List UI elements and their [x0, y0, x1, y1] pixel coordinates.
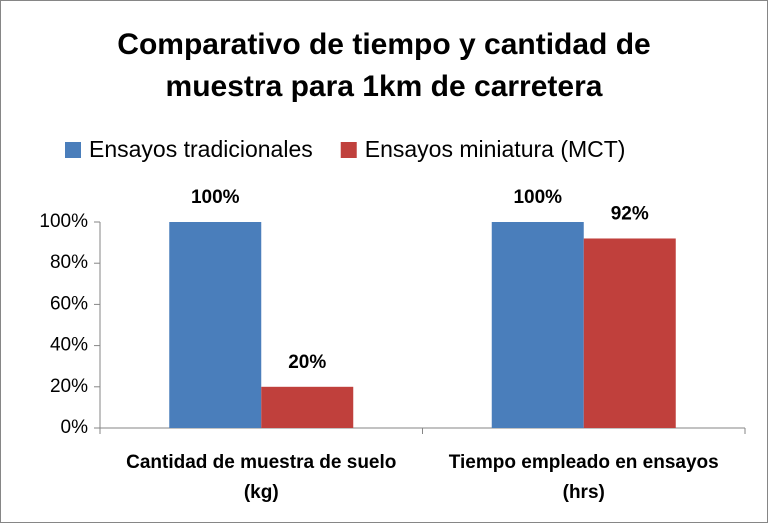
chart-title: Comparativo de tiempo y cantidad de mues… — [117, 28, 651, 103]
legend-label: Ensayos miniatura (MCT) — [365, 136, 626, 162]
value-label: 100% — [191, 187, 240, 208]
value-label: 20% — [288, 352, 326, 373]
legend-swatch — [340, 142, 357, 158]
y-tick-label: 40% — [50, 335, 88, 356]
bar — [261, 386, 354, 428]
y-tick-label: 60% — [50, 293, 88, 314]
value-label: 100% — [513, 187, 562, 208]
value-label: 92% — [611, 203, 649, 224]
x-tick-label: Tiempo empleado en ensayos (hrs) — [448, 452, 719, 503]
y-tick-label: 80% — [50, 252, 88, 273]
y-tick-label: 20% — [50, 376, 88, 397]
legend-swatch — [65, 142, 81, 158]
bar — [169, 222, 262, 428]
bar — [583, 238, 676, 428]
x-tick-label: Cantidad de muestra de suelo (kg) — [126, 452, 397, 503]
bar — [491, 222, 584, 428]
y-tick-label: 0% — [61, 417, 89, 438]
y-tick-label: 100% — [39, 211, 88, 232]
legend-label: Ensayos tradicionales — [89, 136, 313, 162]
